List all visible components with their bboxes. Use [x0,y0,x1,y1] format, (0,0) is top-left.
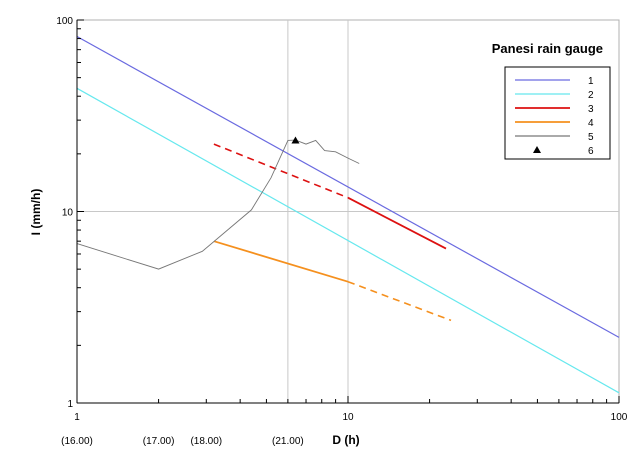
series-3-solid-line [347,196,447,250]
grid-layer [77,20,619,403]
legend-label-6: 6 [588,146,594,157]
series-3-dashed-line [213,143,349,199]
time-tick-label: (21.00) [272,436,304,447]
legend-items: 1 2 3 4 5 6 [515,76,594,157]
series-6-marker [291,136,300,144]
legend-label-3: 3 [588,104,594,115]
legend: 1 2 3 4 5 6 [504,66,611,160]
series-layer [76,35,620,394]
x-tick-label: 10 [342,412,354,423]
y-tick-label: 1 [67,399,73,410]
series-1-line [76,35,620,338]
time-tick-label: (17.00) [143,436,175,447]
y-tick-label: 10 [62,208,74,219]
y-axis-title: I (mm/h) [29,189,43,236]
y-tick-label: 100 [56,16,73,27]
series-2-line [76,87,620,394]
x-tick-label: 100 [611,412,628,423]
legend-label-5: 5 [588,132,594,143]
series-4-dashed-line [347,280,452,322]
time-tick-label: (16.00) [61,436,93,447]
legend-marker-6 [533,146,541,153]
time-tick-label: (18.00) [190,436,222,447]
x-tick-label: 1 [74,412,80,423]
axis-layer: 1 10 100 1 10 100 (16.00) (17.00) (18.00) (21.00) [56,16,627,447]
series-4-solid-line [213,240,349,283]
legend-label-2: 2 [588,90,594,101]
legend-label-1: 1 [588,76,594,87]
chart-title: Panesi rain gauge [492,41,603,56]
legend-label-4: 4 [588,118,594,129]
x-axis-title: D (h) [332,433,359,447]
legend-box [504,66,611,160]
